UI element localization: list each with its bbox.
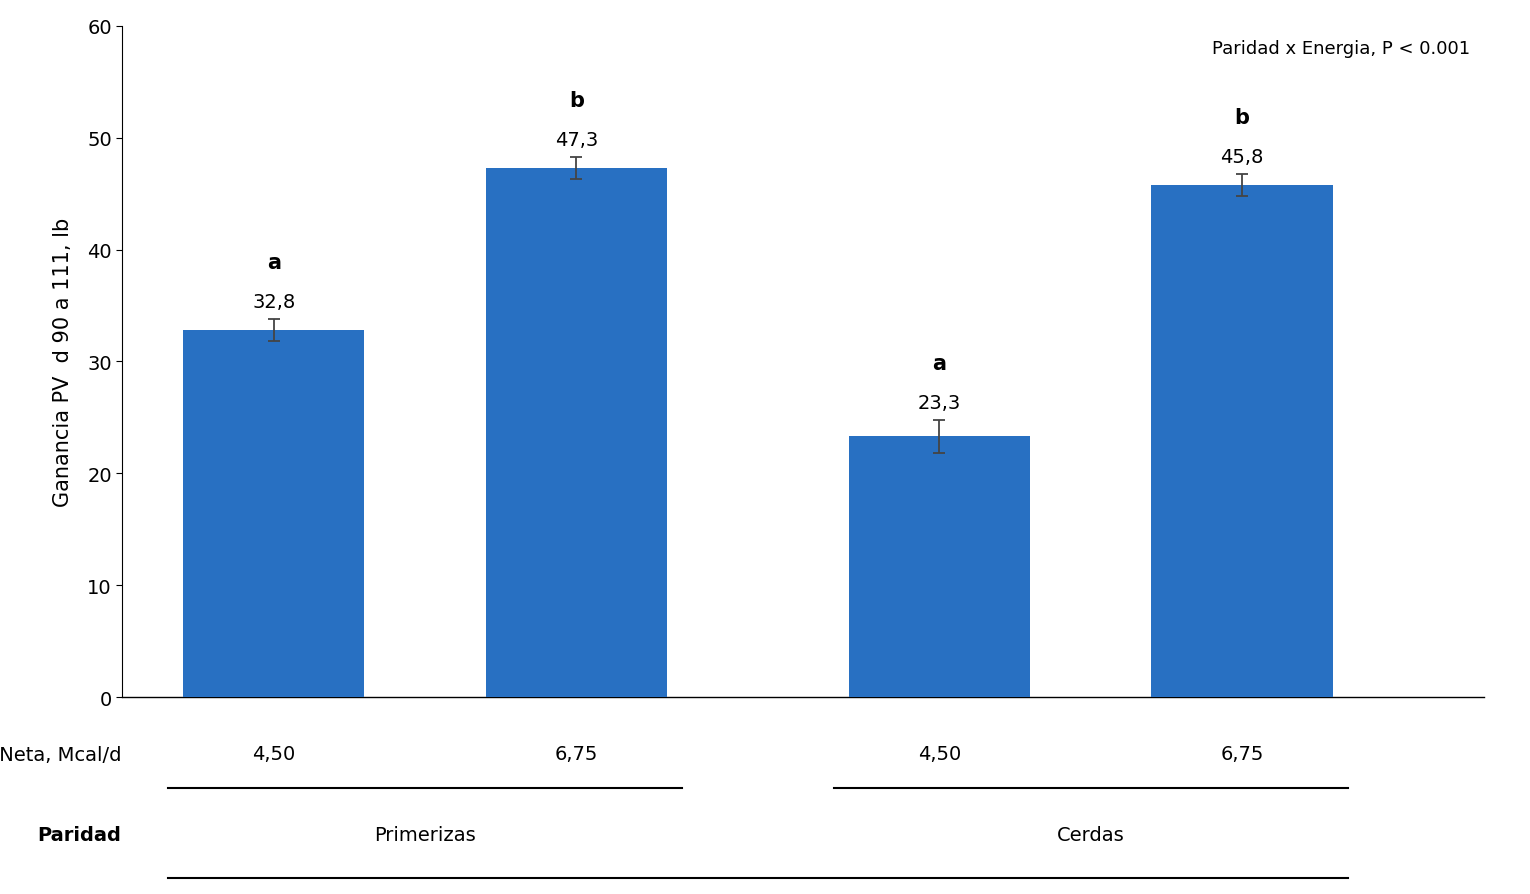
- Text: Paridad: Paridad: [37, 824, 121, 844]
- Text: 32,8: 32,8: [252, 293, 295, 312]
- Text: a: a: [266, 253, 280, 273]
- Text: 4,50: 4,50: [918, 744, 961, 763]
- Text: 4,50: 4,50: [252, 744, 295, 763]
- Text: b: b: [1235, 107, 1250, 128]
- Text: 45,8: 45,8: [1221, 148, 1264, 166]
- Bar: [485, 169, 667, 697]
- Text: 23,3: 23,3: [918, 393, 961, 412]
- Bar: [184, 331, 364, 697]
- Text: Paridad x Energia, P < 0.001: Paridad x Energia, P < 0.001: [1212, 40, 1470, 58]
- Bar: [849, 437, 1030, 697]
- Text: 47,3: 47,3: [555, 131, 598, 150]
- Text: Cerdas: Cerdas: [1057, 824, 1125, 844]
- Text: Energía Neta, Mcal/d: Energía Neta, Mcal/d: [0, 744, 121, 763]
- Bar: [1151, 186, 1333, 697]
- Text: 6,75: 6,75: [1221, 744, 1264, 763]
- Text: 6,75: 6,75: [554, 744, 598, 763]
- Text: Primerizas: Primerizas: [375, 824, 476, 844]
- Text: a: a: [932, 353, 947, 374]
- Text: b: b: [569, 90, 584, 111]
- Y-axis label: Ganancia PV  d 90 a 111, lb: Ganancia PV d 90 a 111, lb: [54, 217, 73, 507]
